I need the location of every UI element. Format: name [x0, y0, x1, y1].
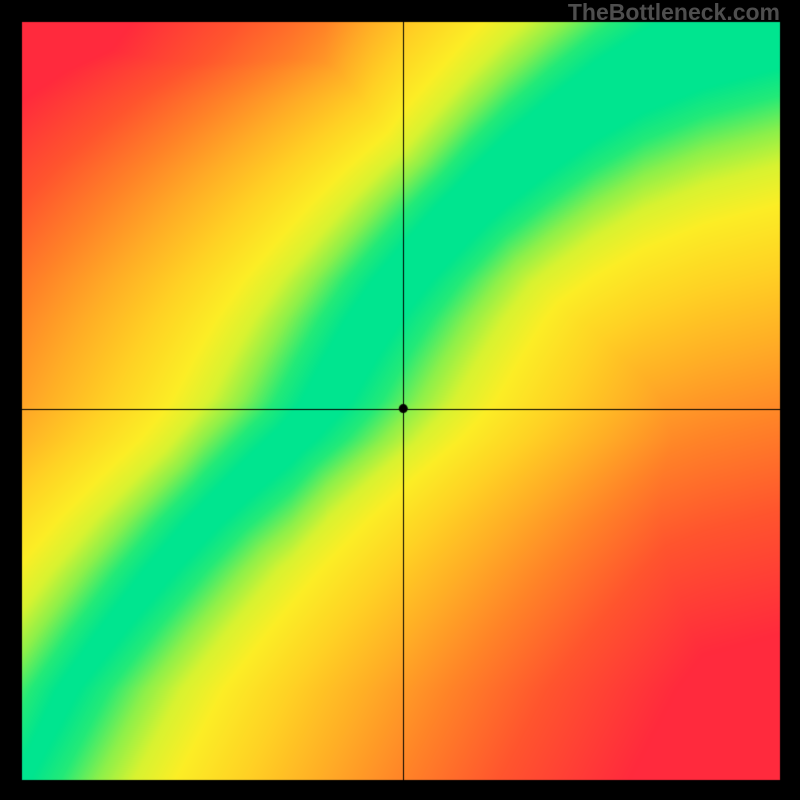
watermark-text: TheBottleneck.com [568, 0, 780, 26]
bottleneck-heatmap [0, 0, 800, 800]
